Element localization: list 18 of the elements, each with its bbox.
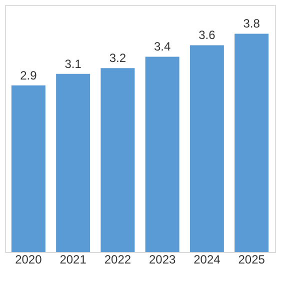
x-tick-label: 2020 bbox=[15, 252, 42, 266]
data-label: 3.6 bbox=[198, 28, 216, 42]
data-label: 3.8 bbox=[243, 16, 260, 31]
x-tick-label: 2024 bbox=[194, 252, 221, 266]
bar bbox=[190, 45, 224, 252]
bar bbox=[100, 68, 135, 252]
x-tick-label: 2021 bbox=[60, 252, 87, 266]
data-label: 3.4 bbox=[154, 40, 171, 54]
x-tick-label: 2022 bbox=[104, 252, 132, 266]
bar bbox=[234, 34, 269, 252]
bar bbox=[145, 56, 180, 252]
bar bbox=[11, 85, 46, 252]
data-label: 3.1 bbox=[64, 56, 82, 71]
bar bbox=[56, 74, 90, 252]
data-label: 2.9 bbox=[20, 68, 38, 82]
x-tick-label: 2025 bbox=[238, 252, 266, 266]
x-tick-label: 2023 bbox=[148, 252, 176, 266]
data-label: 3.2 bbox=[109, 51, 126, 66]
